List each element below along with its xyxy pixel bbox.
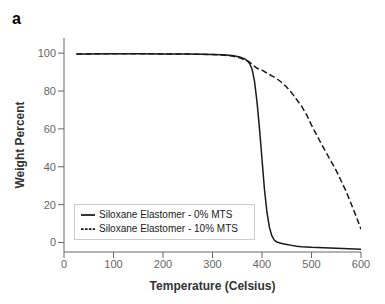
svg-text:0: 0 <box>50 236 56 248</box>
svg-text:Weight Percent: Weight Percent <box>13 101 27 188</box>
svg-text:0: 0 <box>61 258 67 270</box>
svg-text:400: 400 <box>253 258 271 270</box>
svg-text:40: 40 <box>44 161 56 173</box>
html-text:Siloxane Elastomer - 0% MTS: Siloxane Elastomer - 0% MTS <box>99 208 233 220</box>
svg-text:100: 100 <box>38 47 56 59</box>
svg-text:60: 60 <box>44 123 56 135</box>
svg-text:Temperature (Celsius): Temperature (Celsius) <box>150 279 276 293</box>
svg-text:20: 20 <box>44 199 56 211</box>
html-text:a: a <box>12 10 21 27</box>
html-text:Siloxane Elastomer - 10% MTS: Siloxane Elastomer - 10% MTS <box>99 222 238 234</box>
svg-text:200: 200 <box>154 258 172 270</box>
svg-text:100: 100 <box>104 258 122 270</box>
svg-text:300: 300 <box>203 258 221 270</box>
svg-text:600: 600 <box>352 258 370 270</box>
svg-text:80: 80 <box>44 85 56 97</box>
svg-text:500: 500 <box>302 258 320 270</box>
